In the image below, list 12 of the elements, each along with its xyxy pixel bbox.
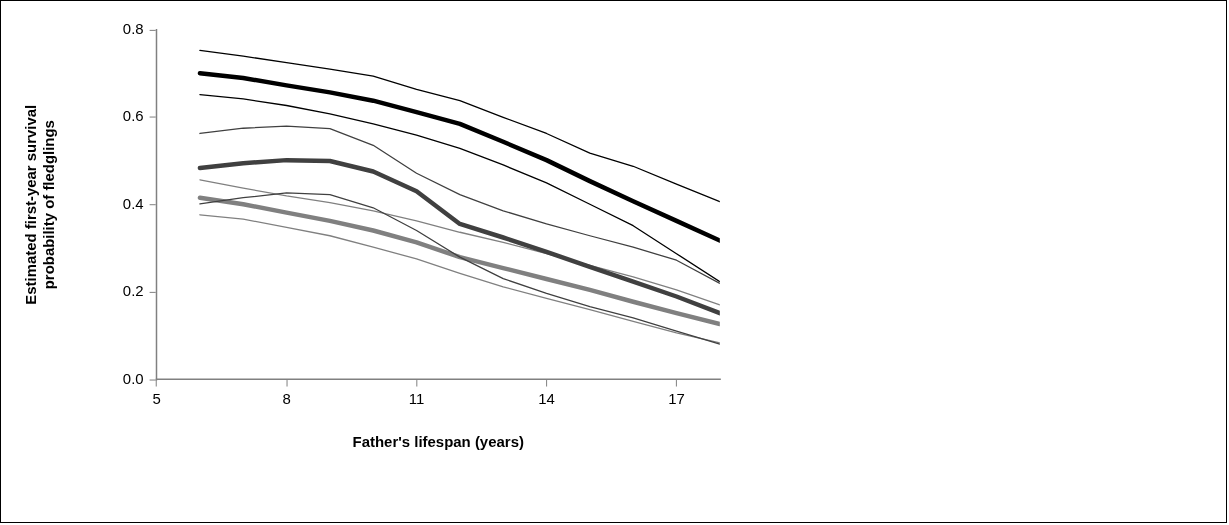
x-tick-label: 8	[282, 389, 291, 407]
y-axis-title: Estimated first-year survival probability of fledglings	[22, 104, 58, 305]
y-tick-label: 0.8	[122, 20, 144, 38]
x-tick-label: 14	[538, 389, 555, 407]
x-tick-label: 5	[152, 389, 161, 407]
x-axis-title: Father's lifespan (years)	[352, 433, 524, 451]
y-tick-label: 0.6	[122, 107, 144, 125]
y-tick-label: 0.2	[122, 282, 144, 300]
x-tick-label: 11	[408, 389, 425, 407]
y-tick-label: 0.0	[122, 369, 144, 387]
y-tick-label: 0.4	[122, 194, 144, 212]
x-tick-label: 17	[668, 389, 685, 407]
